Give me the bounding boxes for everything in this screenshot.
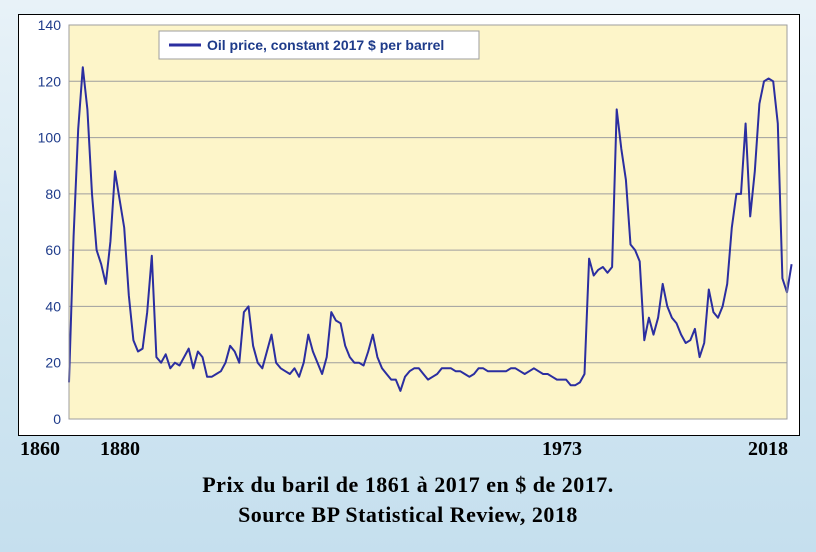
x-axis-label-1860: 1860 [20,438,60,461]
x-axis-label-2018: 2018 [748,438,788,461]
y-tick-label: 140 [38,17,62,33]
y-tick-label: 120 [38,73,62,89]
y-tick-label: 40 [45,298,61,314]
y-tick-label: 100 [38,130,62,146]
y-tick-label: 80 [45,186,61,202]
chart-frame: 0 20 40 60 80 100 120 140 Oil price, constant 20… [18,14,800,436]
legend-label: Oil price, constant 2017 $ per barrel [207,37,444,53]
caption-line-2: Source BP Statistical Review, 2018 [0,502,816,528]
x-axis-label-1880: 1880 [100,438,140,461]
y-tick-label: 20 [45,355,61,371]
y-tick-label: 0 [53,411,61,427]
x-axis-label-1973: 1973 [542,438,582,461]
oil-price-line-chart: 0 20 40 60 80 100 120 140 Oil price, constant 20… [19,15,799,435]
caption-line-1: Prix du baril de 1861 à 2017 en $ de 201… [0,472,816,498]
y-tick-label: 60 [45,242,61,258]
